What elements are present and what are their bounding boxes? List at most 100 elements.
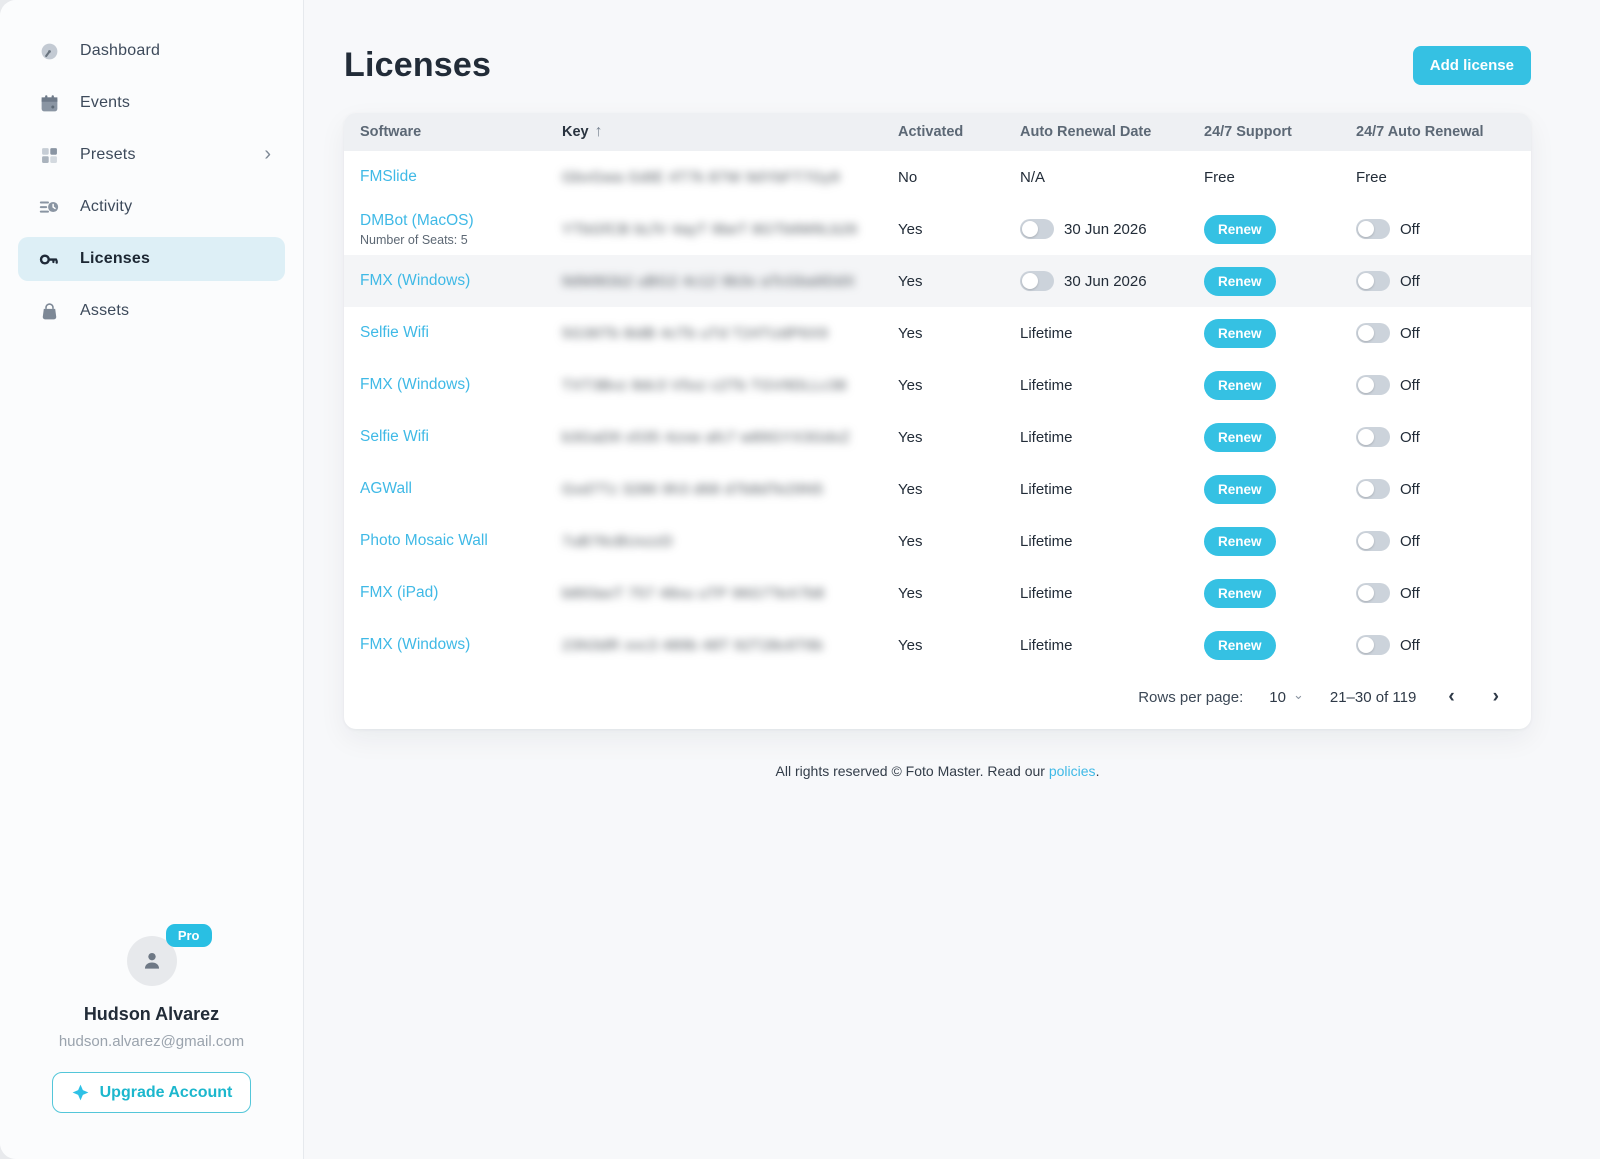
bag-icon	[38, 300, 60, 322]
auto-renewal-toggle[interactable]	[1356, 583, 1390, 603]
column-header-software[interactable]: Software	[360, 124, 422, 140]
policies-link[interactable]: policies	[1048, 763, 1096, 779]
software-link[interactable]: FMX (Windows)	[360, 272, 471, 289]
table-row: FMX (Windows) 9dW8Gb2 uBG2 4c12 9b3x aTcG…	[344, 255, 1531, 307]
activated-value: Yes	[898, 636, 923, 654]
calendar-icon	[38, 92, 60, 114]
column-header-activated[interactable]: Activated	[898, 124, 964, 140]
activated-value: Yes	[898, 324, 923, 342]
renew-button[interactable]: Renew	[1204, 526, 1276, 556]
software-link[interactable]: Selfie Wifi	[360, 428, 429, 445]
chevron-right-icon: ›	[264, 143, 271, 165]
auto-renewal-state: Off	[1400, 272, 1420, 290]
renewal-date-value: Lifetime	[1020, 636, 1073, 654]
auto-renewal-date-toggle[interactable]	[1020, 219, 1054, 239]
add-license-button[interactable]: Add license	[1412, 46, 1531, 85]
next-page-button[interactable]: ›	[1487, 682, 1505, 712]
auto-renewal-toggle[interactable]	[1356, 531, 1390, 551]
license-key-blurred: TXT3Bvz 8dc3 V5xz c2Tb TGV9DLLc38	[562, 376, 847, 394]
sidebar: Dashboard Events Presets › Activity Licenses A…	[0, 0, 304, 1159]
software-link[interactable]: FMSlide	[360, 168, 417, 185]
licenses-table-card: Software Key ↑ Activated Auto Renewal Da…	[344, 113, 1531, 729]
pagination: Rows per page: 10 ⌄ 21–30 of 119 ‹ ›	[344, 671, 1531, 729]
activity-icon	[38, 196, 60, 218]
renew-button[interactable]: Renew	[1204, 214, 1276, 244]
auto-renewal-value: Free	[1356, 168, 1387, 186]
table-row: Selfie Wifi b3GaD9 x535 4zxw afc7 w89GYX3…	[344, 411, 1531, 463]
license-key-blurred: b893axT 757 48xu uTP 96G7TeX7b8	[562, 584, 825, 602]
sparkle-icon	[72, 1084, 89, 1101]
renew-button[interactable]: Renew	[1204, 266, 1276, 296]
renewal-date-value: Lifetime	[1020, 532, 1073, 550]
activated-value: Yes	[898, 480, 923, 498]
license-key-blurred: 5G36Tb 8idB 4cTb uTd T24TUdP6X9	[562, 324, 829, 342]
renew-button[interactable]: Renew	[1204, 630, 1276, 660]
rows-per-page-select[interactable]: 10 ⌄	[1269, 687, 1304, 706]
sort-asc-icon: ↑	[594, 123, 603, 140]
license-key-blurred: 23N3dR xvc3 489b 48T 92T28c6T6b	[562, 636, 824, 654]
auto-renewal-toggle[interactable]	[1356, 375, 1390, 395]
software-link[interactable]: FMX (iPad)	[360, 584, 439, 601]
sidebar-item-assets[interactable]: Assets	[18, 289, 285, 333]
sidebar-nav: Dashboard Events Presets › Activity Licenses A…	[0, 29, 303, 341]
upgrade-account-button[interactable]: Upgrade Account	[51, 1072, 252, 1113]
auto-renewal-toggle[interactable]	[1356, 219, 1390, 239]
software-link[interactable]: FMX (Windows)	[360, 376, 471, 393]
renew-button[interactable]: Renew	[1204, 422, 1276, 452]
renewal-date-value: 30 Jun 2026	[1064, 272, 1147, 290]
auto-renewal-state: Off	[1400, 324, 1420, 342]
sidebar-item-label: Events	[80, 94, 131, 111]
auto-renewal-state: Off	[1400, 636, 1420, 654]
auto-renewal-toggle[interactable]	[1356, 479, 1390, 499]
renew-button[interactable]: Renew	[1204, 318, 1276, 348]
sidebar-item-presets[interactable]: Presets ›	[18, 133, 285, 177]
software-link[interactable]: DMBot (MacOS)	[360, 211, 474, 229]
activated-value: Yes	[898, 584, 923, 602]
sidebar-item-licenses[interactable]: Licenses	[18, 237, 285, 281]
table-row: FMX (iPad) b893axT 757 48xu uTP 96G7TeX7b…	[344, 567, 1531, 619]
footer-text: All rights reserved © Foto Master. Read …	[775, 763, 1049, 779]
renewal-date-value: Lifetime	[1020, 480, 1073, 498]
license-key-blurred: b3GaD9 x535 4zxw afc7 w89GYX3GdxZ	[562, 428, 851, 446]
person-icon	[144, 952, 159, 969]
support-value: Free	[1204, 168, 1235, 186]
upgrade-account-label: Upgrade Account	[99, 1083, 233, 1101]
auto-renewal-toggle[interactable]	[1356, 635, 1390, 655]
table-header-row: Software Key ↑ Activated Auto Renewal Da…	[344, 113, 1531, 151]
auto-renewal-date-toggle[interactable]	[1020, 271, 1054, 291]
table-row: FMX (Windows) TXT3Bvz 8dc3 V5xz c2Tb TGV9…	[344, 359, 1531, 411]
previous-page-button[interactable]: ‹	[1442, 682, 1460, 712]
activated-value: Yes	[898, 272, 923, 290]
auto-renewal-toggle[interactable]	[1356, 323, 1390, 343]
column-header-auto-renewal[interactable]: 24/7 Auto Renewal	[1356, 124, 1484, 140]
auto-renewal-state: Off	[1400, 480, 1420, 498]
activated-value: Yes	[898, 220, 923, 238]
table-row: FMX (Windows) 23N3dR xvc3 489b 48T 92T28c…	[344, 619, 1531, 671]
column-header-support[interactable]: 24/7 Support	[1204, 124, 1292, 140]
auto-renewal-toggle[interactable]	[1356, 271, 1390, 291]
renew-button[interactable]: Renew	[1204, 370, 1276, 400]
software-link[interactable]: Selfie Wifi	[360, 324, 429, 341]
renew-button[interactable]: Renew	[1204, 474, 1276, 504]
sidebar-item-events[interactable]: Events	[18, 81, 285, 125]
renewal-date-value: 30 Jun 2026	[1064, 220, 1147, 238]
table-row: Photo Mosaic Wall 7uB76cBUxzzD Yes Lifetime…	[344, 515, 1531, 567]
auto-renewal-state: Off	[1400, 376, 1420, 394]
chevron-down-icon: ⌄	[1292, 687, 1304, 702]
auto-renewal-state: Off	[1400, 532, 1420, 550]
software-link[interactable]: FMX (Windows)	[360, 636, 471, 653]
software-link[interactable]: AGWall	[360, 480, 412, 497]
sidebar-item-dashboard[interactable]: Dashboard	[18, 29, 285, 73]
auto-renewal-state: Off	[1400, 428, 1420, 446]
activated-value: Yes	[898, 376, 923, 394]
column-header-key[interactable]: Key ↑	[562, 123, 603, 140]
software-link[interactable]: Photo Mosaic Wall	[360, 532, 488, 549]
avatar-wrap: Pro	[126, 924, 212, 986]
sidebar-item-activity[interactable]: Activity	[18, 185, 285, 229]
renew-button[interactable]: Renew	[1204, 578, 1276, 608]
auto-renewal-toggle[interactable]	[1356, 427, 1390, 447]
sidebar-item-label: Assets	[80, 302, 130, 319]
table-row: AGWall Gxd7Tz 3286 9h3 d68 d7b8dTe29N5 Yes…	[344, 463, 1531, 515]
column-header-auto-renewal-date[interactable]: Auto Renewal Date	[1020, 124, 1152, 140]
